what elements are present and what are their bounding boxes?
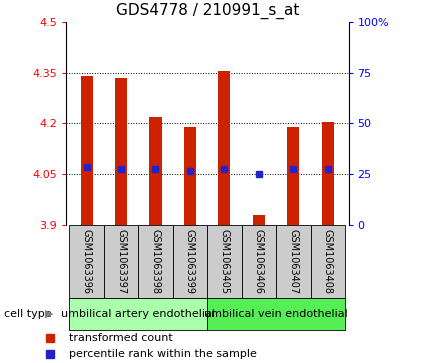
Text: GSM1063407: GSM1063407: [288, 229, 298, 294]
Text: umbilical artery endothelial: umbilical artery endothelial: [61, 309, 215, 319]
Bar: [138, 225, 173, 298]
Bar: [207, 225, 242, 298]
Bar: [184, 127, 196, 225]
Bar: [173, 225, 207, 298]
Bar: [253, 215, 265, 225]
Bar: [104, 225, 138, 298]
Bar: [150, 117, 162, 225]
Bar: [218, 71, 230, 225]
Bar: [69, 298, 207, 330]
Text: ▶: ▶: [45, 309, 53, 319]
Bar: [69, 225, 104, 298]
Text: GSM1063399: GSM1063399: [185, 229, 195, 294]
Text: percentile rank within the sample: percentile rank within the sample: [69, 349, 257, 359]
Title: GDS4778 / 210991_s_at: GDS4778 / 210991_s_at: [116, 3, 299, 19]
Bar: [276, 225, 311, 298]
Text: GSM1063398: GSM1063398: [150, 229, 161, 294]
Bar: [242, 225, 276, 298]
Text: umbilical vein endothelial: umbilical vein endothelial: [204, 309, 348, 319]
Bar: [311, 225, 345, 298]
Bar: [80, 76, 93, 225]
Bar: [322, 122, 334, 225]
Text: GSM1063406: GSM1063406: [254, 229, 264, 294]
Text: GSM1063405: GSM1063405: [219, 229, 230, 294]
Bar: [207, 298, 345, 330]
Text: GSM1063397: GSM1063397: [116, 229, 126, 294]
Text: GSM1063408: GSM1063408: [323, 229, 333, 294]
Bar: [115, 78, 127, 225]
Text: GSM1063396: GSM1063396: [82, 229, 91, 294]
Bar: [287, 127, 299, 225]
Text: cell type: cell type: [4, 309, 52, 319]
Text: transformed count: transformed count: [69, 334, 173, 343]
